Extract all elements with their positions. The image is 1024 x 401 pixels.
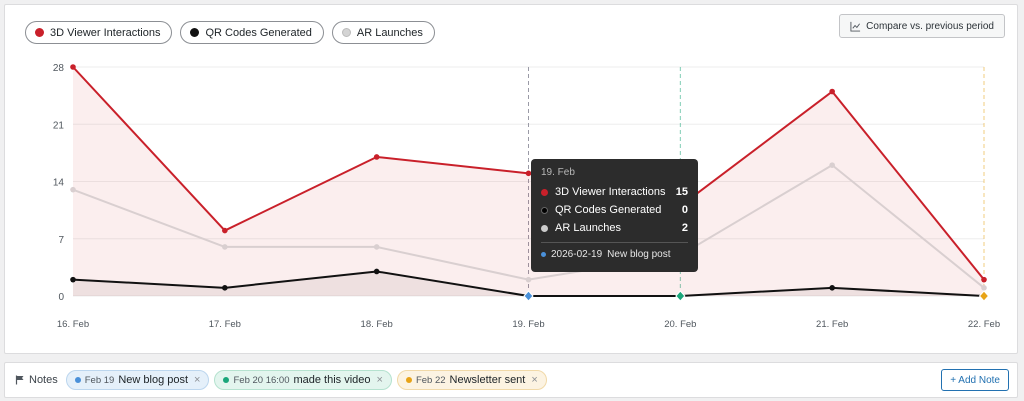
- data-point: [981, 285, 987, 291]
- tooltip-row-3d: 3D Viewer Interactions 15: [541, 183, 688, 201]
- line-chart: 0 7 14 21 28 16. Feb 17. Feb 18. Feb 19. Feb 20. …: [53, 63, 1000, 330]
- flag-icon: [15, 375, 24, 385]
- tooltip-note-text: New blog post: [607, 249, 671, 260]
- x-tick-label: 20. Feb: [664, 319, 696, 330]
- tooltip-value: 15: [675, 186, 688, 198]
- legend-qr-codes[interactable]: QR Codes Generated: [180, 21, 324, 44]
- close-icon[interactable]: ×: [376, 374, 383, 386]
- note-text: New blog post: [118, 374, 189, 386]
- y-tick-label: 21: [53, 120, 65, 131]
- note-text: made this video: [293, 374, 371, 386]
- data-point: [70, 64, 76, 70]
- series-area: [73, 271, 984, 296]
- tooltip-value: 2: [681, 222, 688, 234]
- series-area: [73, 67, 984, 296]
- tooltip-label: AR Launches: [555, 222, 622, 234]
- add-note-button[interactable]: + Add Note: [941, 369, 1009, 391]
- legend-3d-viewer[interactable]: 3D Viewer Interactions: [25, 21, 173, 44]
- data-point: [373, 244, 380, 250]
- chart-line-icon: [850, 21, 861, 32]
- chart-tooltip: 19. Feb 3D Viewer Interactions 15 QR Cod…: [531, 159, 698, 272]
- y-tick-label: 7: [58, 235, 64, 246]
- y-tick-label: 0: [58, 292, 64, 303]
- notes-label: Notes: [15, 374, 58, 386]
- note-text: Newsletter sent: [449, 374, 526, 386]
- x-tick-label: 18. Feb: [361, 319, 393, 330]
- note-dot: [405, 377, 412, 383]
- tooltip-row-qr: QR Codes Generated 0: [541, 201, 688, 219]
- legend-label: AR Launches: [356, 26, 423, 39]
- x-tick-label: 21. Feb: [816, 319, 848, 330]
- data-point: [373, 268, 380, 275]
- legend: 3D Viewer Interactions QR Codes Generate…: [25, 21, 435, 44]
- close-icon[interactable]: ×: [531, 374, 538, 386]
- data-point: [70, 276, 76, 283]
- note-date: Feb 22: [415, 374, 446, 386]
- data-point: [70, 186, 76, 193]
- tooltip-row-ar: AR Launches 2: [541, 219, 688, 237]
- y-tick-label: 28: [53, 63, 65, 74]
- data-point: [829, 285, 835, 291]
- tooltip-date: 19. Feb: [541, 167, 575, 178]
- notes-label-text: Notes: [29, 374, 58, 386]
- note-date: Feb 20 16:00: [233, 374, 290, 386]
- data-point: [829, 88, 835, 95]
- data-point: [981, 276, 987, 283]
- tooltip-label: 3D Viewer Interactions: [555, 186, 666, 198]
- tooltip-note-dot: [541, 252, 546, 257]
- annotation-marker: [978, 290, 990, 302]
- tooltip-note: 2026-02-19 New blog post: [541, 249, 688, 260]
- legend-label: QR Codes Generated: [205, 26, 312, 39]
- note-date: Feb 19: [84, 374, 115, 386]
- legend-ar-launches[interactable]: AR Launches: [331, 21, 435, 44]
- note-dot: [223, 377, 230, 383]
- tooltip-dot: [541, 224, 548, 232]
- note-chip-blog[interactable]: Feb 19 New blog post ×: [65, 370, 210, 390]
- x-tick-label: 19. Feb: [512, 319, 544, 330]
- data-point: [222, 285, 228, 291]
- data-point: [373, 154, 380, 160]
- note-chip-video[interactable]: Feb 20 16:00 made this video ×: [214, 370, 392, 390]
- data-point: [222, 244, 228, 250]
- x-tick-label: 17. Feb: [209, 319, 241, 330]
- tooltip-divider: [541, 242, 688, 243]
- data-point: [222, 227, 228, 234]
- tooltip-note-date: 2026-02-19: [551, 249, 603, 260]
- tooltip-dot: [541, 188, 548, 196]
- compare-label: Compare vs. previous period: [866, 20, 994, 32]
- note-dot: [74, 377, 81, 383]
- legend-dot-qr: [190, 28, 200, 37]
- legend-dot-3d: [35, 28, 44, 37]
- note-chip-newsletter[interactable]: Feb 22 Newsletter sent ×: [396, 370, 547, 390]
- annotation-marker: [523, 290, 534, 302]
- notes-bar: Notes Feb 19 New blog post × Feb 20 16:0…: [4, 362, 1018, 398]
- x-tick-label: 22. Feb: [968, 319, 1000, 330]
- data-point: [525, 276, 532, 283]
- tooltip-dot: [541, 206, 548, 214]
- close-icon[interactable]: ×: [194, 374, 201, 386]
- x-tick-label: 16. Feb: [57, 319, 89, 330]
- tooltip-value: 0: [681, 204, 688, 216]
- legend-dot-ar: [341, 28, 351, 37]
- compare-button[interactable]: Compare vs. previous period: [839, 14, 1005, 38]
- tooltip-label: QR Codes Generated: [555, 204, 662, 216]
- annotation-marker: [675, 290, 686, 302]
- y-tick-label: 14: [53, 178, 65, 189]
- legend-label: 3D Viewer Interactions: [50, 26, 161, 39]
- data-point: [525, 170, 532, 177]
- data-point: [829, 162, 835, 168]
